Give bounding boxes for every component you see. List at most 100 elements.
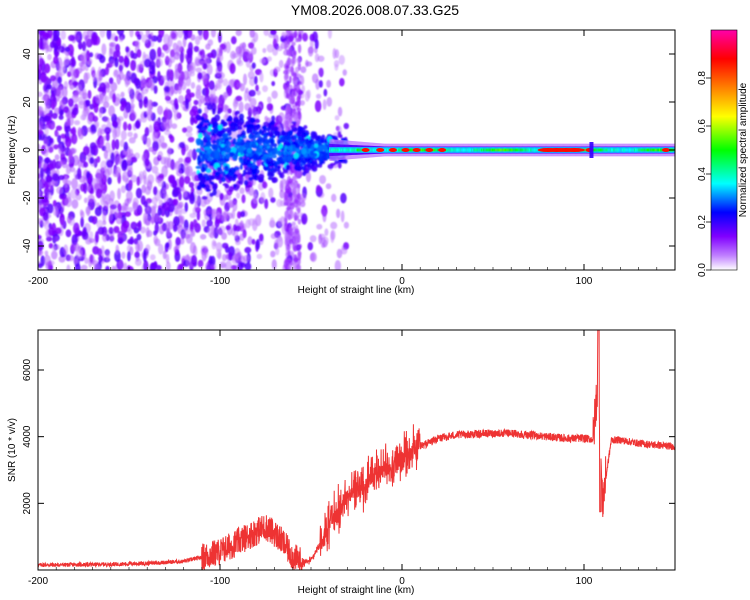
spectrogram-cell [42,42,48,50]
spectrogram-cell [241,173,246,177]
spectrogram-cell [91,216,98,225]
spectrogram-cell [293,84,297,92]
spectrogram-cell [237,82,243,88]
spectrogram-cell [114,43,121,53]
spectrogram-cell [164,156,170,169]
spectrogram-cell [236,138,242,143]
spectrogram-cell [248,133,253,140]
spectrogram-cell [245,166,252,172]
spectrogram-cell [205,43,211,50]
spectrogram-cell [334,260,342,270]
spectrogram-cell [175,83,182,91]
spectrogram-cell [297,201,302,206]
spectrogram-cell [198,160,202,164]
spectrogram-cell [255,84,259,92]
spectrogram-cell [290,125,295,129]
spectrogram-cell [221,211,227,223]
spectrogram-cell [259,128,263,135]
spectrogram-cell [271,177,278,184]
spectrogram-cell [72,155,80,166]
spectrogram-cell [297,98,301,108]
spectrogram-cell [42,211,49,222]
spectrogram-cell [297,250,302,260]
spectrogram-cell [46,176,53,183]
spectrogram-cell [330,221,338,230]
spectrogram-cell [38,37,44,50]
tone-peak [376,148,385,152]
spectrogram-cell [58,174,65,181]
spectrogram-cell [106,30,112,40]
spectrogram-cell [319,145,324,150]
spectrogram-cell [319,174,327,185]
spectrogram-cell [338,54,345,65]
spectrogram-cell [185,131,193,138]
spectrogram-cell [285,197,291,207]
spectrogram-cell [260,192,266,204]
spectrogram-cell [111,120,118,128]
spectrogram-cell [249,117,256,124]
spectrogram-cell [309,235,317,243]
spectrogram-cell [188,181,195,188]
spectrogram-cell [269,146,274,152]
spectrogram-cell [41,195,49,204]
spectrogram-cell [287,155,292,162]
spectrogram-cell [144,82,150,92]
spectrogram-cell [296,232,301,241]
spectrogram-cell [284,267,289,270]
spectrogram-cell [183,163,190,174]
spectrogram-cell [136,204,143,216]
spectrogram-cell [325,149,331,153]
spectrogram-cell [153,85,158,94]
spectrogram-cell [164,86,170,93]
spectrogram-cell [298,88,302,95]
spectrogram-cell [205,262,211,270]
spectrogram-cell [152,262,158,268]
spectrogram-cell [290,58,296,64]
spectrogram-cell [219,261,227,268]
spectrogram-cell [60,30,67,40]
spectrogram-cell [261,145,268,152]
spectrogram-cell [266,143,270,148]
spectrogram-cell [96,219,104,229]
spectrogram-cell [120,130,127,141]
spectrogram-cell [206,219,213,227]
spectrogram-cell [227,136,233,140]
spectrogram-cell [334,63,339,71]
spectrogram-cell [98,69,103,82]
spectrogram-cell [239,220,245,233]
x-tick-label: 100 [576,576,593,587]
spectrogram-cell [296,193,301,200]
spectrogram-cell [168,85,174,97]
spectrogram-cell [40,255,45,267]
spectrogram-cell [246,147,252,154]
spectrogram-cell [101,43,107,56]
spectrogram-cell [247,218,256,226]
spectrogram-cell [58,86,64,99]
spectrogram-cell [215,79,223,90]
spectrogram-cell [74,262,81,270]
spectrogram-cell [70,188,77,200]
spectrogram-cell [123,141,129,152]
spectrogram-cell [275,160,282,165]
spectrogram-cell [297,43,302,54]
spectrogram-cell [205,188,212,192]
spectrogram-cell [200,144,205,148]
spectrogram-cell [330,162,336,166]
spectrogram-cell [150,254,156,261]
spectrogram-cell [137,220,142,232]
spectrogram-cell [253,32,259,43]
spectrogram-cell [196,125,202,129]
spectrogram-cell [157,150,164,159]
spectrogram-cell [143,98,148,105]
spectrogram-cell [189,241,197,254]
spectrogram-cell [216,131,223,137]
spectrogram-cell [189,191,195,202]
spectrogram-cell [212,183,218,189]
spectrogram-cell [270,233,278,240]
spectrogram-cell [101,173,107,185]
spectrogram-cell [342,69,347,76]
spectrogram-cell [179,51,184,64]
spectrogram-cell [108,227,114,235]
spectrogram-cell [46,192,53,200]
spectrogram-cell [44,125,49,137]
